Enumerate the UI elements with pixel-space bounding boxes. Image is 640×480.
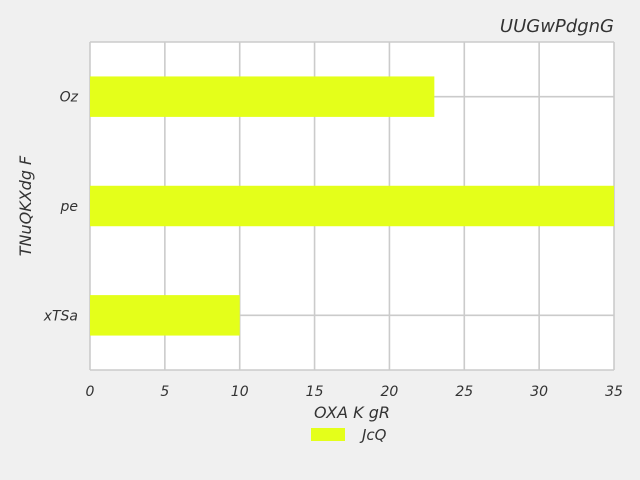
- x-tick-label: 10: [231, 384, 249, 400]
- bar-pe: [90, 185, 614, 227]
- x-tick-label: 20: [381, 384, 399, 400]
- legend: JcQ: [311, 426, 387, 444]
- chart-title: UUGwPdgnG: [500, 16, 614, 37]
- x-tick-label: 30: [530, 384, 548, 400]
- x-axis-label: OXA K gR: [314, 403, 390, 422]
- x-tick-label: 35: [605, 384, 623, 400]
- x-tick-label: 25: [455, 384, 473, 400]
- bars: [90, 76, 614, 336]
- legend-label: JcQ: [359, 426, 387, 444]
- y-tick-label: pe: [60, 199, 79, 215]
- bar-xTSa: [90, 295, 240, 336]
- x-tick-label: 15: [306, 384, 324, 400]
- x-tick-label: 0: [86, 384, 95, 400]
- y-tick-label: xTSa: [43, 308, 78, 324]
- x-tick-label: 5: [160, 384, 169, 400]
- y-tick-label: Oz: [60, 90, 79, 106]
- x-ticks: 0 5 10 15 20 25 30 35: [86, 384, 623, 400]
- y-ticks: Oz pe xTSa: [43, 90, 79, 325]
- y-axis-label: TNuQKXdg F: [16, 155, 35, 256]
- legend-swatch: [311, 428, 345, 441]
- bar-Oz: [90, 76, 435, 117]
